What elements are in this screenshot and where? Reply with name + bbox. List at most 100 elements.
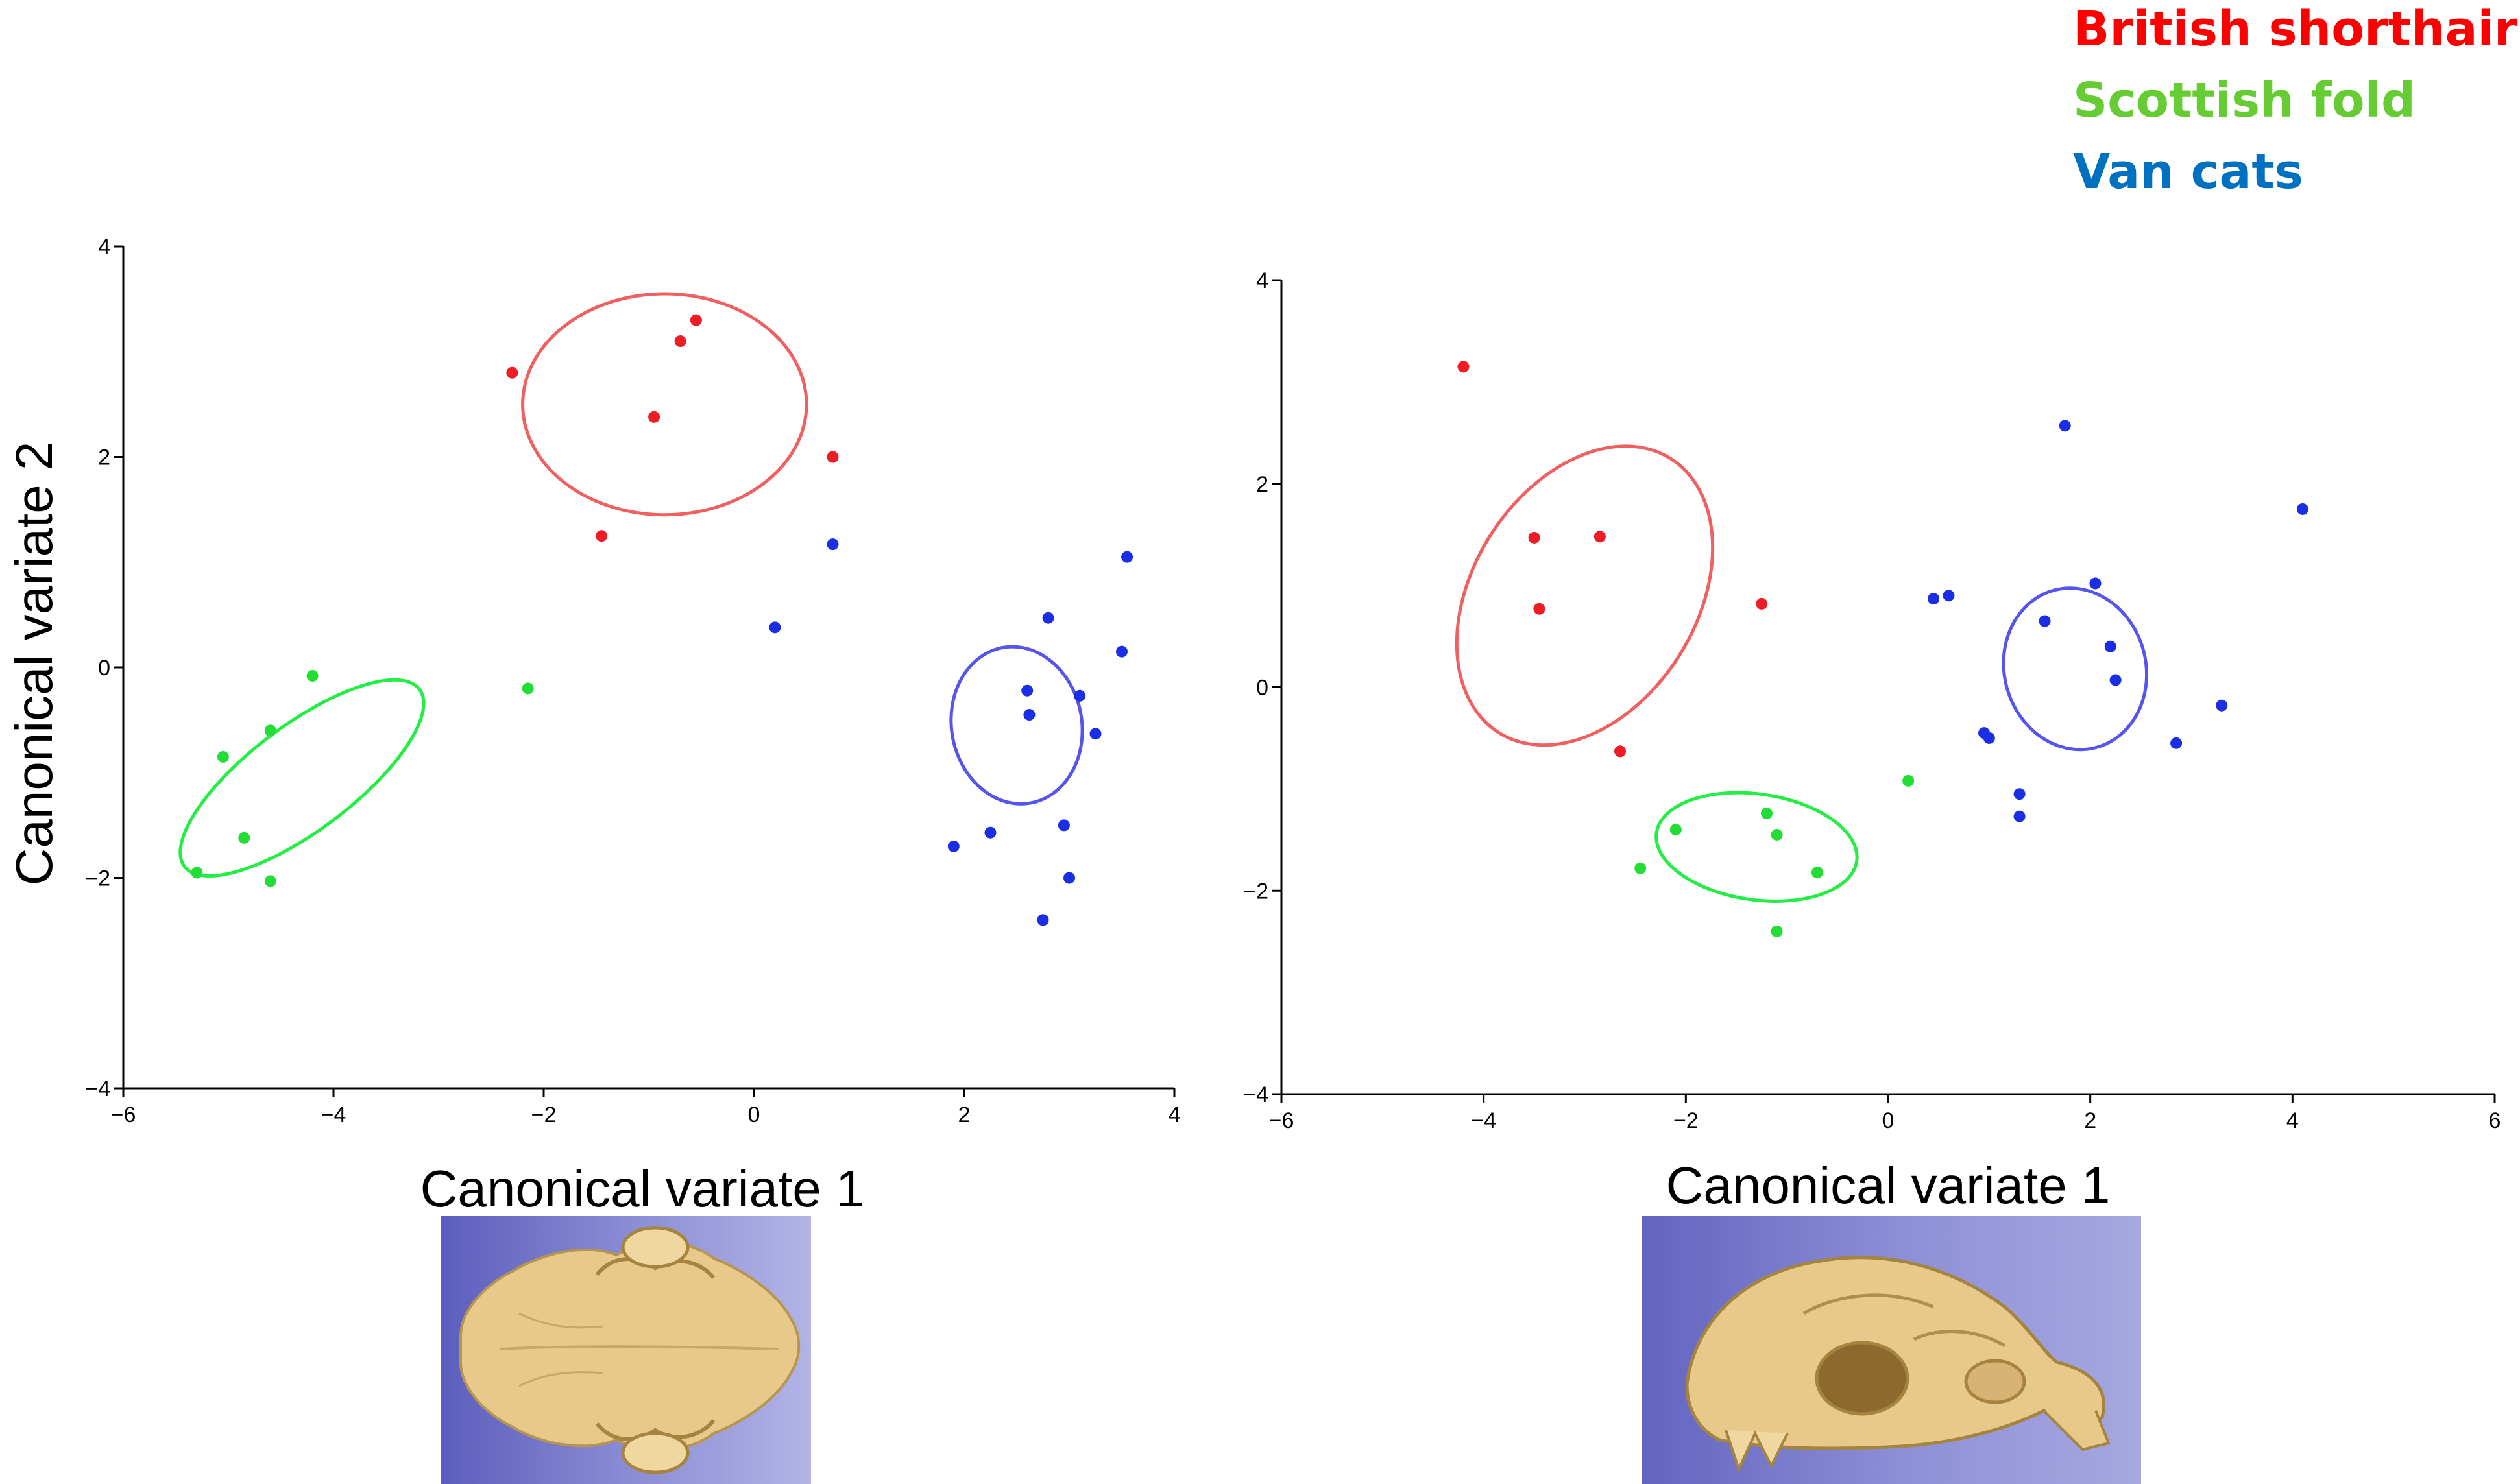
left-point-van-cats <box>1058 819 1070 832</box>
right-point-van-cats <box>2170 737 2183 749</box>
right-x-tick-label: 0 <box>1882 1108 1895 1133</box>
right-point-van-cats <box>2296 503 2308 515</box>
right-point-british-shorthair <box>1756 597 1768 610</box>
right-point-british-shorthair <box>1533 603 1545 615</box>
left-points <box>191 314 1133 926</box>
right-y-tick-label: −4 <box>1243 1083 1268 1107</box>
right-y-tick-label: −2 <box>1243 879 1268 904</box>
right-x-tick-label: 6 <box>2489 1108 2501 1133</box>
right-ellipse-scottish-fold <box>1654 791 1859 903</box>
left-y-tick-label: −2 <box>85 867 110 891</box>
right-point-scottish-fold <box>1811 867 1823 879</box>
right-point-van-cats <box>2059 420 2071 432</box>
left-x-tick-label: −4 <box>321 1103 346 1127</box>
right-x-tick-label: 4 <box>2286 1108 2299 1133</box>
right-x-axis-title: Canonical variate 1 <box>1666 1156 2111 1214</box>
legend-item-scottish-fold: Scottish fold <box>2073 73 2416 128</box>
left-y-tick-label: 4 <box>98 235 110 259</box>
legend: British shorthair Scottish fold Van cats <box>2073 0 2518 208</box>
left-point-scottish-fold <box>217 750 229 763</box>
left-point-van-cats <box>1042 612 1054 624</box>
left-x-tick-label: 2 <box>958 1103 971 1127</box>
right-ellipse-van-cats <box>2002 586 2149 752</box>
left-point-scottish-fold <box>306 669 319 682</box>
left-point-british-shorthair <box>827 451 839 463</box>
right-point-british-shorthair <box>1528 531 1540 544</box>
right-y-tick-label: 0 <box>1256 676 1268 700</box>
right-point-british-shorthair <box>1457 361 1470 373</box>
left-x-tick-label: 4 <box>1169 1103 1181 1127</box>
right-point-scottish-fold <box>1902 774 1915 787</box>
skull-dorsal-view-icon <box>459 1226 801 1474</box>
right-point-british-shorthair <box>1593 531 1606 543</box>
right-point-van-cats <box>2216 699 2228 712</box>
right-y-tick-label: 2 <box>1256 472 1268 497</box>
right-point-scottish-fold <box>1771 828 1783 841</box>
left-point-van-cats <box>1121 551 1133 563</box>
left-point-van-cats <box>1023 709 1036 721</box>
left-y-axis-title: Canonical variate 2 <box>5 442 63 886</box>
right-point-scottish-fold <box>1634 862 1647 874</box>
skull-dorsal-view-image <box>441 1216 811 1484</box>
right-point-scottish-fold <box>1669 824 1682 836</box>
left-ellipses <box>178 292 1084 878</box>
left-point-van-cats <box>827 538 839 551</box>
right-point-van-cats <box>2013 810 2026 822</box>
legend-item-van-cats: Van cats <box>2073 144 2303 200</box>
left-point-scottish-fold <box>264 875 276 887</box>
right-x-tick-label: −4 <box>1471 1108 1496 1133</box>
left-point-scottish-fold <box>522 682 534 695</box>
left-point-scottish-fold <box>238 832 250 844</box>
left-point-van-cats <box>1021 684 1034 697</box>
left-point-van-cats <box>1089 728 1102 740</box>
left-point-british-shorthair <box>648 411 660 423</box>
right-point-scottish-fold <box>1761 808 1773 820</box>
left-point-van-cats <box>1063 872 1075 884</box>
right-point-van-cats <box>1983 732 1995 744</box>
right-points <box>1457 361 2308 937</box>
left-point-british-shorthair <box>674 335 686 348</box>
left-point-van-cats <box>769 621 781 634</box>
right-point-british-shorthair <box>1614 745 1627 758</box>
right-point-van-cats <box>2089 577 2102 590</box>
left-point-british-shorthair <box>596 530 608 542</box>
right-x-tick-label: 2 <box>2084 1108 2096 1133</box>
right-point-van-cats <box>2109 674 2122 686</box>
left-ellipse-british-shorthair <box>521 292 808 517</box>
left-y-tick-label: 0 <box>98 656 110 680</box>
skull-lateral-view-image <box>1642 1216 2141 1484</box>
right-x-tick-label: −6 <box>1269 1108 1294 1133</box>
right-point-van-cats <box>2039 615 2051 627</box>
left-ellipse-van-cats <box>949 645 1084 806</box>
left-x-tick-label: −6 <box>111 1103 136 1127</box>
right-ellipses <box>1455 444 2149 903</box>
skull-lateral-view-icon <box>1685 1256 2111 1473</box>
right-point-scottish-fold <box>1771 926 1783 937</box>
left-point-van-cats <box>947 840 960 852</box>
right-ellipse-british-shorthair <box>1455 444 1715 747</box>
left-x-tick-label: 0 <box>748 1103 760 1127</box>
left-point-british-shorthair <box>690 314 702 326</box>
left-y-tick-label: 2 <box>98 446 110 470</box>
left-point-van-cats <box>984 826 997 839</box>
left-x-axis-title: Canonical variate 1 <box>420 1160 865 1217</box>
left-y-tick-label: −4 <box>85 1077 110 1101</box>
left-point-van-cats <box>1116 645 1128 658</box>
left-point-van-cats <box>1037 914 1049 926</box>
left-point-british-shorthair <box>506 366 518 379</box>
right-point-van-cats <box>2013 788 2026 800</box>
right-point-van-cats <box>1943 590 1955 602</box>
right-point-van-cats <box>2104 640 2116 652</box>
right-point-van-cats <box>1928 593 1940 605</box>
left-point-van-cats <box>1074 689 1086 702</box>
left-x-tick-label: −2 <box>531 1103 557 1127</box>
left-point-scottish-fold <box>191 867 203 879</box>
left-point-scottish-fold <box>264 724 276 737</box>
legend-item-british-shorthair: British shorthair <box>2073 1 2518 57</box>
right-y-tick-label: 4 <box>1256 269 1268 293</box>
right-x-tick-label: −2 <box>1673 1108 1699 1133</box>
